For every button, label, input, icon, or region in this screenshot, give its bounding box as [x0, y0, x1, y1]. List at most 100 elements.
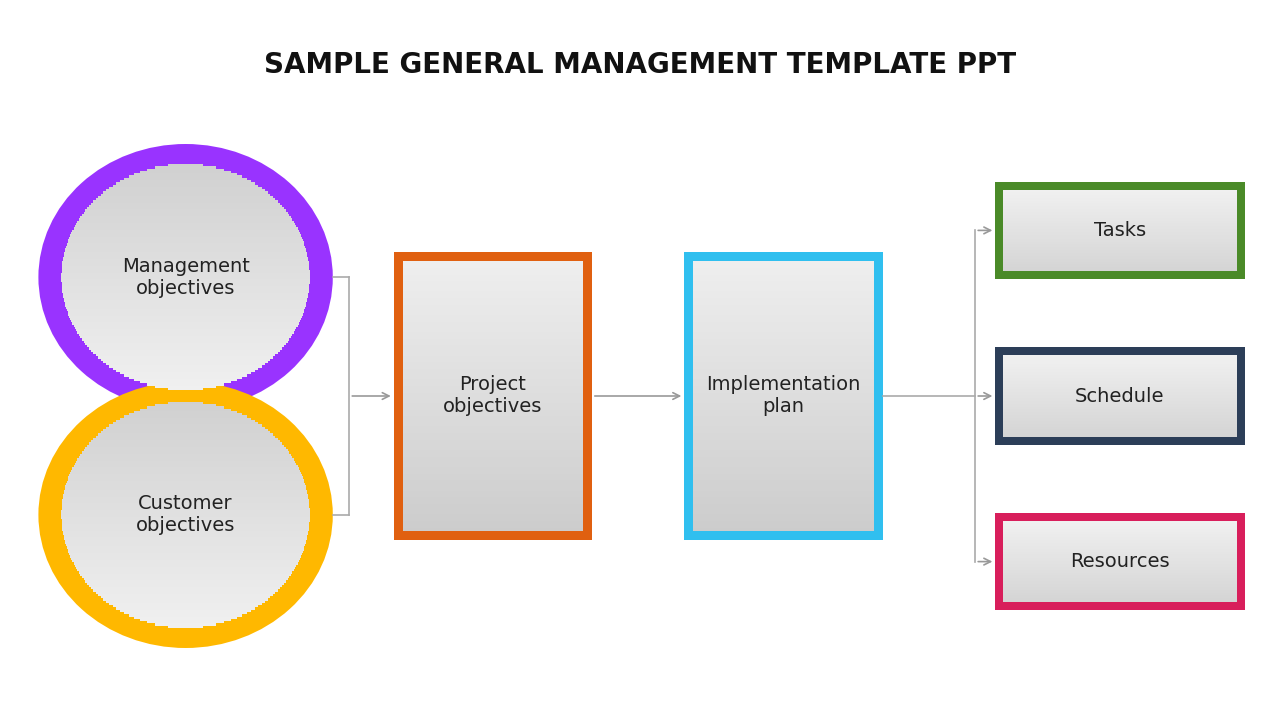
Bar — [403, 292, 582, 294]
Bar — [1004, 388, 1236, 389]
Bar — [1004, 542, 1236, 544]
Bar — [1004, 221, 1236, 222]
Bar — [73, 325, 298, 327]
Bar — [90, 443, 282, 445]
Bar — [1004, 394, 1236, 395]
Bar — [403, 480, 582, 484]
Bar — [1004, 539, 1236, 540]
Bar — [68, 479, 303, 481]
Bar — [1004, 406, 1236, 408]
Bar — [65, 305, 306, 307]
Bar — [61, 273, 310, 275]
Bar — [87, 445, 284, 447]
Bar — [694, 288, 873, 292]
Bar — [91, 202, 280, 205]
Bar — [120, 418, 251, 420]
Bar — [694, 416, 873, 420]
Bar — [104, 192, 268, 194]
Bar — [403, 338, 582, 342]
Bar — [1004, 530, 1236, 531]
Bar — [67, 246, 305, 248]
Bar — [694, 390, 873, 392]
Bar — [70, 234, 301, 236]
Bar — [67, 481, 305, 483]
Bar — [69, 236, 302, 239]
Bar — [61, 508, 310, 510]
Bar — [1004, 248, 1236, 250]
Bar — [403, 312, 582, 315]
Bar — [1004, 526, 1236, 527]
Bar — [694, 338, 873, 342]
Bar — [1004, 217, 1236, 218]
Bar — [1004, 424, 1236, 426]
Ellipse shape — [38, 144, 333, 410]
Bar — [694, 282, 873, 284]
Bar — [403, 450, 582, 454]
Bar — [694, 278, 873, 282]
Bar — [1004, 386, 1236, 387]
Bar — [124, 415, 247, 418]
Bar — [1004, 585, 1236, 586]
Bar — [64, 297, 307, 300]
Bar — [1004, 537, 1236, 539]
Bar — [694, 312, 873, 315]
Bar — [1004, 236, 1236, 238]
Bar — [1004, 423, 1236, 424]
Bar — [1004, 398, 1236, 399]
Bar — [403, 446, 582, 450]
Bar — [1004, 411, 1236, 413]
Bar — [694, 528, 873, 531]
Bar — [1004, 203, 1236, 204]
Bar — [1004, 196, 1236, 197]
Bar — [86, 580, 285, 582]
Bar — [1004, 264, 1236, 265]
Bar — [1004, 421, 1236, 423]
Bar — [96, 436, 275, 438]
Bar — [996, 347, 1244, 444]
Bar — [76, 223, 296, 225]
Bar — [134, 379, 237, 381]
Bar — [147, 168, 224, 171]
Bar — [90, 585, 282, 587]
Bar — [1004, 226, 1236, 228]
Bar — [1004, 396, 1236, 397]
Bar — [403, 386, 582, 390]
Bar — [694, 400, 873, 402]
Bar — [694, 386, 873, 390]
Bar — [1004, 581, 1236, 582]
Bar — [1004, 265, 1236, 266]
Bar — [70, 472, 301, 474]
Bar — [1004, 522, 1236, 523]
Bar — [99, 196, 273, 198]
Bar — [403, 325, 582, 328]
Bar — [403, 268, 582, 271]
Bar — [110, 424, 261, 427]
Bar — [403, 328, 582, 332]
Bar — [77, 220, 294, 223]
Bar — [403, 284, 582, 288]
Bar — [77, 331, 294, 334]
Bar — [61, 524, 310, 526]
Bar — [1004, 523, 1236, 524]
Bar — [1004, 521, 1236, 522]
Bar — [1004, 374, 1236, 376]
Bar — [67, 243, 305, 246]
Bar — [1004, 361, 1236, 362]
Bar — [1004, 252, 1236, 253]
Bar — [694, 336, 873, 338]
Bar — [1004, 428, 1236, 430]
Bar — [1004, 359, 1236, 361]
Bar — [1004, 420, 1236, 421]
Bar — [72, 232, 300, 234]
Bar — [694, 356, 873, 359]
Bar — [63, 528, 308, 531]
Bar — [694, 456, 873, 460]
Bar — [403, 396, 582, 400]
Bar — [694, 426, 873, 430]
Bar — [1004, 552, 1236, 554]
Bar — [83, 449, 288, 451]
Bar — [694, 315, 873, 318]
Bar — [403, 514, 582, 518]
Bar — [694, 464, 873, 467]
Bar — [1004, 266, 1236, 267]
